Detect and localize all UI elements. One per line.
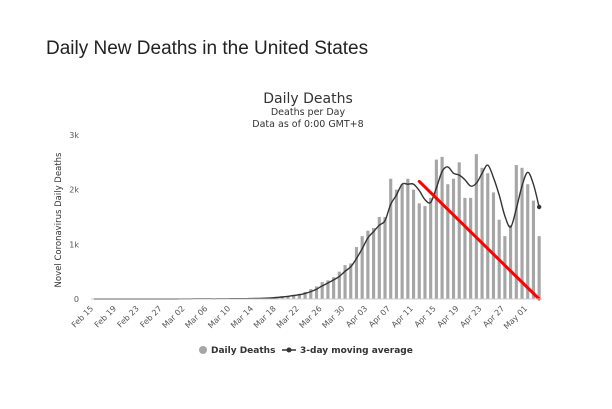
bar[interactable] [377,217,381,299]
bar[interactable] [457,162,461,299]
x-tick-label: Mar 18 [252,304,278,330]
bar[interactable] [486,173,490,299]
bar[interactable] [389,178,393,299]
x-tick-label: Mar 14 [229,304,255,330]
bar[interactable] [440,156,444,299]
bar[interactable] [411,189,416,299]
bar[interactable] [509,225,513,299]
x-tick-label: Feb 19 [93,304,118,329]
bar[interactable] [314,286,319,299]
bar[interactable] [326,280,330,299]
legend-label-moving-average[interactable]: 3-day moving average [300,346,413,356]
x-tick-label: Apr 19 [435,304,460,329]
bar[interactable] [469,197,473,299]
bar[interactable] [446,184,450,299]
bar[interactable] [354,247,359,299]
y-tick-label: 3k [69,131,79,140]
x-tick-label: Mar 30 [320,304,346,330]
legend-label-daily-deaths[interactable]: Daily Deaths [211,346,275,356]
bar[interactable] [349,263,353,299]
bar[interactable] [309,289,313,299]
x-tick-label: Mar 02 [161,304,187,330]
bar[interactable] [343,265,347,299]
bar[interactable] [360,236,364,299]
bar[interactable] [400,184,404,299]
x-tick-label: Apr 15 [413,304,438,329]
bar[interactable] [429,197,433,299]
x-tick-label: Feb 23 [116,304,141,329]
bar[interactable] [297,293,301,299]
chart-title: Daily Deaths [263,91,353,107]
bar[interactable] [372,227,376,299]
bar[interactable] [531,200,536,299]
bar[interactable] [520,167,524,299]
chart-subtitle-line-2: Data as of 0:00 GMT+8 [252,119,363,130]
bar[interactable] [394,189,398,299]
bar[interactable] [286,295,290,299]
y-axis-title: Novel Coronavirus Daily Deaths [54,152,64,287]
bar[interactable] [526,184,530,299]
chart-subtitle-line-1: Deaths per Day [271,107,346,118]
y-tick-label: 0 [74,295,79,304]
x-tick-label: Apr 03 [344,304,369,329]
bar[interactable] [463,197,467,299]
bar[interactable] [474,154,478,299]
x-tick-label: May 01 [502,304,529,331]
bar[interactable] [320,282,324,299]
bar-series [172,154,541,299]
legend-line-dot [286,347,292,353]
trend-annotation [417,179,541,301]
bar[interactable] [292,294,296,299]
y-tick-label: 2k [69,186,79,195]
x-tick-label: Mar 26 [298,304,324,330]
moving-average-end-point [536,204,542,210]
bar[interactable] [417,203,421,299]
bar[interactable] [366,230,370,299]
bar[interactable] [423,206,427,299]
y-tick-label: 1k [69,240,79,249]
x-tick-label: Feb 27 [138,304,163,329]
bar[interactable] [337,271,341,299]
x-tick-label: Mar 06 [183,304,209,330]
bar[interactable] [480,167,484,299]
x-tick-label: Feb 15 [70,304,95,329]
x-tick-label: Apr 11 [390,304,415,329]
x-tick-label: Apr 23 [458,304,483,329]
legend[interactable]: Daily Deaths 3-day moving average [199,346,413,356]
bar[interactable] [332,277,336,299]
bar[interactable] [434,159,438,299]
page-title: Daily New Deaths in the United States [46,38,369,59]
y-axis: 0 1k 2k 3k [69,131,79,304]
legend-bar-marker [199,346,207,354]
bar[interactable] [503,236,507,299]
x-tick-label: Mar 10 [206,304,232,330]
x-tick-label: Mar 22 [275,304,301,330]
bar[interactable] [303,291,307,299]
red-trend-line [417,179,541,301]
bar[interactable] [383,217,387,299]
bar[interactable] [491,192,496,299]
bar[interactable] [406,178,410,299]
x-tick-label: Apr 07 [367,304,392,329]
bar[interactable] [451,178,456,299]
line-series [93,164,542,300]
bar[interactable] [514,165,518,299]
bar[interactable] [537,236,541,299]
